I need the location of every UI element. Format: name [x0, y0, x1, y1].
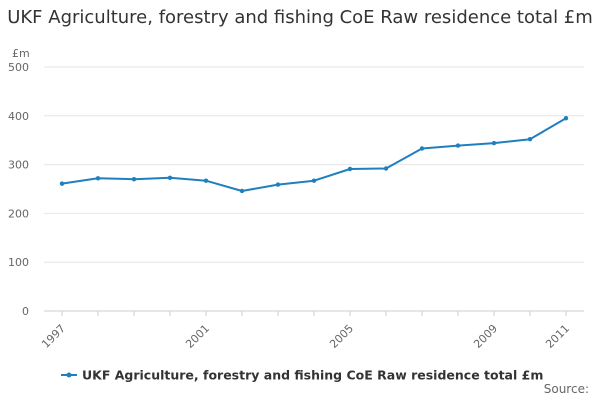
- legend: UKF Agriculture, forestry and fishing Co…: [61, 368, 543, 383]
- legend-label: UKF Agriculture, forestry and fishing Co…: [82, 368, 543, 383]
- data-point-2005[interactable]: [347, 166, 353, 172]
- legend-marker: [66, 372, 72, 378]
- x-tick-label-2001: 2001: [183, 322, 212, 351]
- source-label: Source:: [544, 382, 589, 396]
- data-point-2003[interactable]: [275, 182, 281, 187]
- data-point-2007[interactable]: [419, 146, 425, 151]
- data-point-2011[interactable]: [563, 116, 569, 121]
- data-point-2002[interactable]: [239, 188, 245, 194]
- series-layer: [59, 116, 569, 194]
- grid-lines: [44, 66, 584, 263]
- y-tick-label-400: 400: [8, 110, 29, 123]
- x-tick-label-2005: 2005: [327, 322, 356, 351]
- y-tick-label-0: 0: [22, 305, 29, 318]
- data-point-2004[interactable]: [311, 178, 317, 183]
- y-tick-label-300: 300: [8, 159, 29, 172]
- axes: 0 100 200 300 400 500 1997 2001 2005 2009 2011: [8, 61, 584, 351]
- data-point-2008[interactable]: [455, 143, 461, 148]
- y-tick-label-500: 500: [8, 61, 29, 74]
- y-tick-label-200: 200: [8, 207, 29, 220]
- data-point-1998[interactable]: [95, 176, 101, 181]
- x-tick-label-2009: 2009: [471, 322, 500, 351]
- data-point-1997[interactable]: [59, 181, 65, 186]
- data-point-2000[interactable]: [167, 175, 173, 180]
- chart-title: UKF Agriculture, forestry and fishing Co…: [7, 7, 593, 28]
- data-point-2009[interactable]: [491, 140, 497, 146]
- data-point-2001[interactable]: [203, 178, 209, 183]
- data-point-2010[interactable]: [527, 137, 533, 142]
- x-tick-label-1997: 1997: [39, 322, 68, 351]
- data-point-1999[interactable]: [131, 177, 137, 182]
- x-tick-label-2011: 2011: [543, 322, 572, 351]
- y-tick-label-100: 100: [8, 256, 29, 269]
- data-point-2006[interactable]: [383, 166, 389, 171]
- y-axis-unit-label: £m: [12, 47, 30, 60]
